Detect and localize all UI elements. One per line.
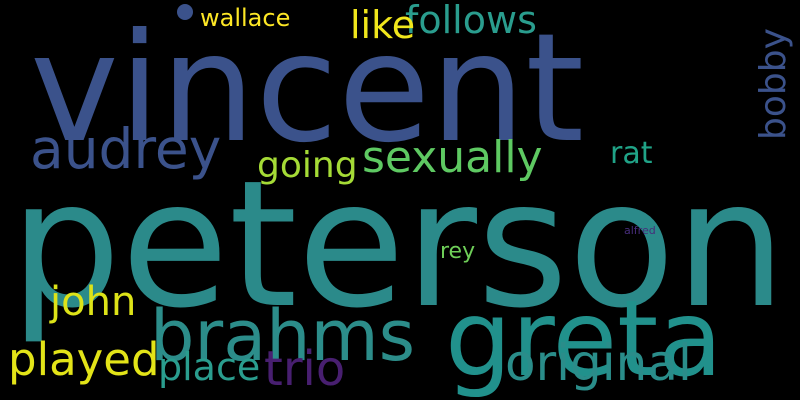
word-going: going <box>257 145 358 186</box>
word-john: john <box>49 279 136 325</box>
word-audrey: audrey <box>30 117 221 181</box>
word-peterson: peterson <box>10 144 786 347</box>
word-rey: rey <box>440 239 475 264</box>
word-like: like <box>350 3 415 47</box>
word-played: played <box>8 333 160 386</box>
word-rat: rat <box>610 136 653 171</box>
word-vincent: vincent <box>30 2 584 176</box>
word-alfred: alfred <box>624 224 656 237</box>
word-follows: follows <box>405 0 537 42</box>
word-brahms: brahms <box>150 295 415 377</box>
dot-marker <box>177 4 193 20</box>
word-greta: greta <box>445 278 723 400</box>
word-trio: trio <box>264 341 345 397</box>
word-original: original <box>505 334 692 392</box>
word-wallace: wallace <box>200 4 290 32</box>
word-bobby: bobby <box>753 28 794 140</box>
word-sexually: sexually <box>362 132 543 183</box>
word-place: place <box>158 345 260 389</box>
